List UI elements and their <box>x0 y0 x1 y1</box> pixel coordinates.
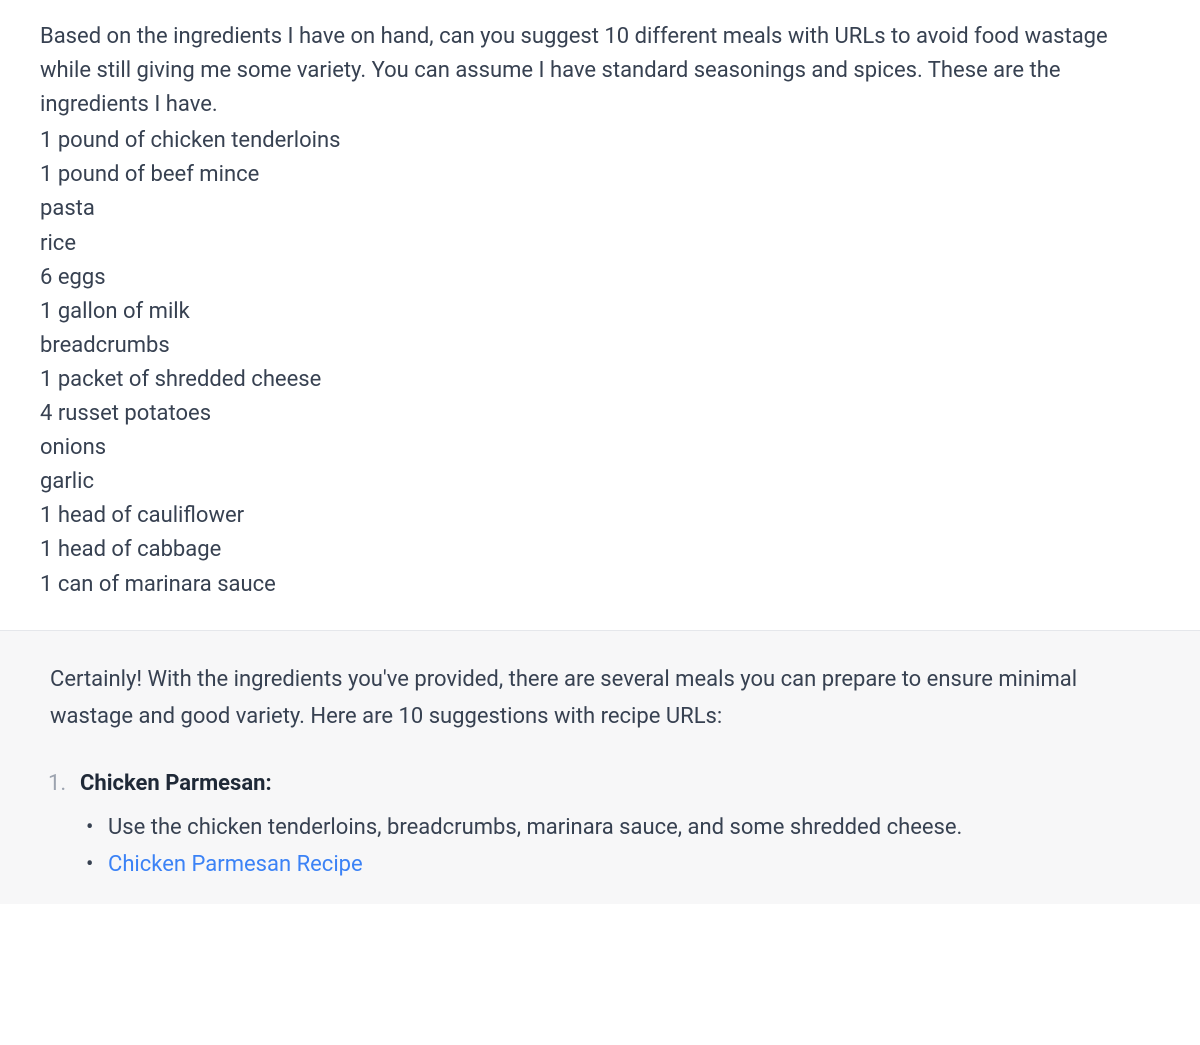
ingredient-item: 1 gallon of milk <box>40 295 1160 329</box>
ingredient-item: onions <box>40 431 1160 465</box>
ingredients-list: 1 pound of chicken tenderloins 1 pound o… <box>40 124 1160 601</box>
ingredient-item: pasta <box>40 192 1160 226</box>
ingredient-item: 1 pound of beef mince <box>40 158 1160 192</box>
recipe-list: Chicken Parmesan: Use the chicken tender… <box>40 765 1160 883</box>
ingredient-item: 1 head of cabbage <box>40 533 1160 567</box>
assistant-intro-text: Certainly! With the ingredients you've p… <box>40 661 1160 736</box>
recipe-link[interactable]: Chicken Parmesan Recipe <box>108 852 363 877</box>
ingredient-item: 1 packet of shredded cheese <box>40 363 1160 397</box>
ingredient-item: rice <box>40 227 1160 261</box>
user-message: Based on the ingredients I have on hand,… <box>0 0 1200 630</box>
ingredient-item: 1 can of marinara sauce <box>40 568 1160 602</box>
ingredient-item: breadcrumbs <box>40 329 1160 363</box>
recipe-description: Use the chicken tenderloins, breadcrumbs… <box>80 809 1160 846</box>
recipe-link-item: Chicken Parmesan Recipe <box>80 846 1160 883</box>
ingredient-item: garlic <box>40 465 1160 499</box>
recipe-bullets: Use the chicken tenderloins, breadcrumbs… <box>80 809 1160 884</box>
recipe-item: Chicken Parmesan: Use the chicken tender… <box>40 765 1160 883</box>
user-intro-text: Based on the ingredients I have on hand,… <box>40 20 1160 122</box>
ingredient-item: 1 pound of chicken tenderloins <box>40 124 1160 158</box>
assistant-message: Certainly! With the ingredients you've p… <box>0 630 1200 904</box>
ingredient-item: 1 head of cauliflower <box>40 499 1160 533</box>
ingredient-item: 4 russet potatoes <box>40 397 1160 431</box>
ingredient-item: 6 eggs <box>40 261 1160 295</box>
recipe-title: Chicken Parmesan: <box>80 771 272 796</box>
